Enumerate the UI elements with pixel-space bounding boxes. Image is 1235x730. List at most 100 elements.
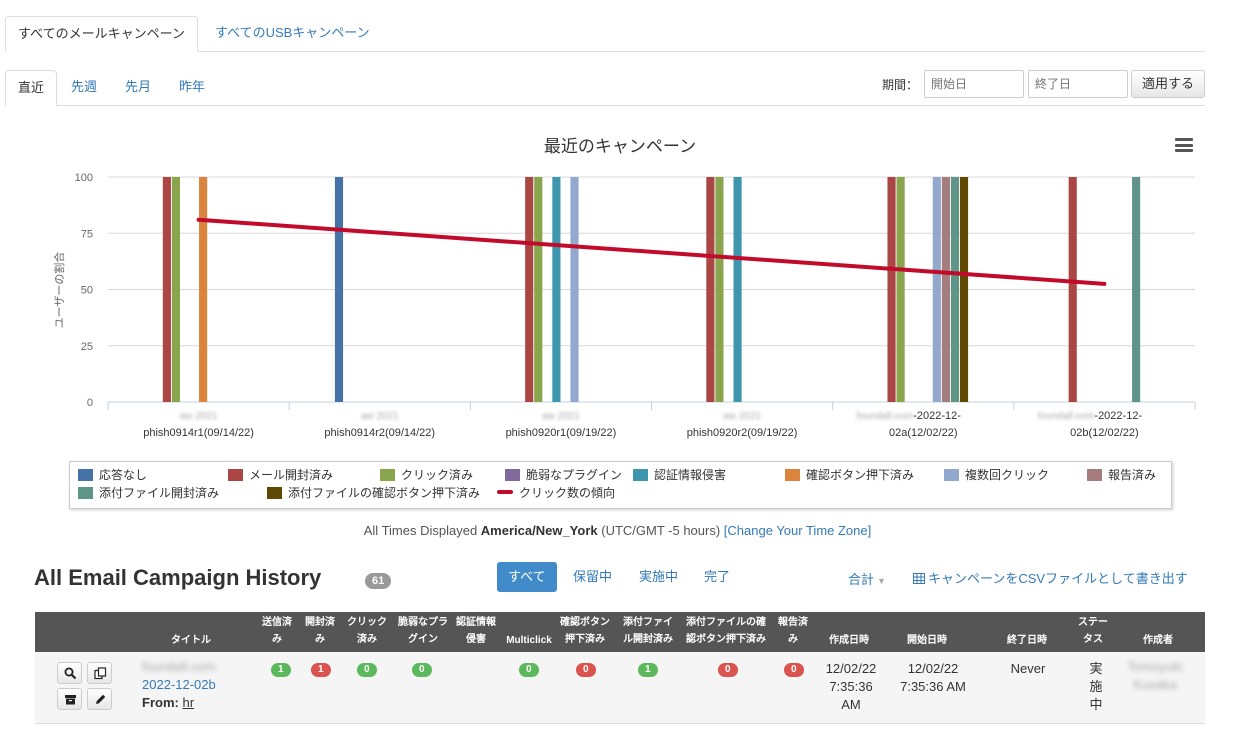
plugin-badge: 0 bbox=[412, 663, 432, 677]
export-csv-link[interactable]: キャンペーンをCSVファイルとして書き出す bbox=[913, 568, 1188, 587]
legend-label: 認証情報侵害 bbox=[654, 468, 727, 482]
x-tick-label-blurred: aw 2021 bbox=[723, 411, 761, 422]
y-tick-label: 100 bbox=[75, 172, 93, 184]
start-date-input[interactable] bbox=[924, 70, 1024, 98]
apply-button[interactable]: 適用する bbox=[1131, 70, 1205, 98]
author-name: Tomoyuki Kusaka bbox=[1127, 659, 1183, 692]
copy-icon bbox=[94, 667, 107, 680]
legend-item[interactable]: メール開封済み bbox=[228, 467, 333, 483]
legend-item[interactable]: 報告済み bbox=[1087, 467, 1156, 483]
legend-label: 応答なし bbox=[99, 468, 148, 482]
col-opened: 開封済み bbox=[305, 617, 335, 645]
total-dropdown[interactable]: 合計 ▼ bbox=[848, 572, 886, 587]
legend-item[interactable]: クリック数の傾向 bbox=[497, 485, 615, 501]
y-tick-label: 0 bbox=[87, 397, 93, 409]
col-started: 開始日時 bbox=[907, 635, 947, 646]
status-text: 実施中 bbox=[1089, 661, 1103, 712]
filter-all-button[interactable]: すべて bbox=[497, 562, 557, 592]
bar bbox=[941, 177, 950, 402]
bar bbox=[896, 177, 905, 402]
view-button[interactable] bbox=[57, 662, 82, 684]
legend-swatch bbox=[380, 469, 395, 481]
x-tick-label-blurred: aw 2021 bbox=[361, 411, 399, 422]
bar bbox=[932, 177, 941, 402]
legend-label: 脆弱なプラグイン bbox=[526, 468, 623, 482]
col-sent: 送信済み bbox=[262, 617, 292, 645]
period-label: 期間： bbox=[882, 78, 919, 92]
campaign-title[interactable]: foundall.com 2022-12-02b From: hr bbox=[142, 659, 216, 710]
x-tick-label: -2022-12- bbox=[913, 410, 961, 422]
period-tabs: 直近 先週 先月 昨年 bbox=[5, 70, 1205, 106]
x-tick-label: phish0920r2(09/19/22) bbox=[687, 427, 798, 439]
legend-swatch bbox=[633, 469, 648, 481]
attachment-confirm-badge: 0 bbox=[718, 663, 738, 677]
sent-badge: 1 bbox=[271, 663, 291, 677]
col-credential: 認証情報 侵害 bbox=[456, 617, 496, 645]
x-tick-label-blurred: foundall.com bbox=[857, 411, 914, 422]
attachment-opened-badge: 1 bbox=[638, 663, 658, 677]
bar bbox=[733, 177, 742, 402]
end-date-input[interactable] bbox=[1028, 70, 1128, 98]
edit-button[interactable] bbox=[87, 688, 112, 710]
x-tick-label: 02b(12/02/22) bbox=[1070, 427, 1139, 439]
archive-icon bbox=[65, 695, 76, 705]
legend-item[interactable]: 認証情報侵害 bbox=[633, 467, 726, 483]
legend-swatch bbox=[944, 469, 959, 481]
change-timezone-link[interactable]: [Change Your Time Zone] bbox=[723, 523, 872, 538]
chart-menu-icon[interactable] bbox=[1175, 138, 1193, 152]
legend-swatch bbox=[267, 487, 282, 499]
col-multiclick: Multiclick bbox=[506, 635, 552, 646]
bar bbox=[525, 177, 534, 402]
legend-item[interactable]: 確認ボタン押下済み bbox=[785, 467, 914, 483]
col-ended: 終了日時 bbox=[1007, 635, 1047, 646]
tab-email-campaigns[interactable]: すべてのメールキャンペーン bbox=[5, 16, 198, 52]
copy-button[interactable] bbox=[87, 662, 112, 684]
legend-item[interactable]: 複数回クリック bbox=[944, 467, 1049, 483]
x-tick-label-blurred: aw 2021 bbox=[542, 411, 580, 422]
legend-item[interactable]: 添付ファイルの確認ボタン押下済み bbox=[267, 485, 480, 501]
col-clicked: クリック 済み bbox=[347, 617, 387, 645]
ended-date: Never bbox=[1010, 661, 1046, 676]
x-tick-label: -2022-12- bbox=[1094, 410, 1142, 422]
table-icon bbox=[913, 573, 925, 584]
table-header: タイトル 送信済み 開封済み クリック 済み 脆弱なプラ グイン 認証情報 侵害 Mu… bbox=[35, 612, 1205, 652]
tab-last-month[interactable]: 先月 bbox=[125, 79, 152, 94]
table-row: foundall.com 2022-12-02b From: hr 1 1 0 … bbox=[35, 652, 1205, 724]
legend-swatch bbox=[497, 490, 513, 494]
y-tick-label: 50 bbox=[81, 285, 93, 297]
y-axis-label: ユーザーの割合 bbox=[52, 252, 66, 329]
legend-item[interactable]: クリック済み bbox=[380, 467, 473, 483]
legend-swatch bbox=[78, 469, 93, 481]
bar bbox=[534, 177, 543, 402]
legend-item[interactable]: 添付ファイル開封済み bbox=[78, 485, 219, 501]
legend-swatch bbox=[785, 469, 800, 481]
chart-title: 最近のキャンペーン bbox=[543, 137, 697, 156]
filter-pending-button[interactable]: 保留中 bbox=[573, 569, 613, 584]
bar bbox=[171, 177, 181, 402]
confirm-badge: 0 bbox=[576, 663, 596, 677]
legend-swatch bbox=[505, 469, 520, 481]
from-link[interactable]: hr bbox=[182, 695, 195, 710]
tab-recent[interactable]: 直近 bbox=[5, 70, 58, 106]
filter-running-button[interactable]: 実施中 bbox=[639, 569, 679, 584]
y-tick-label: 75 bbox=[81, 228, 93, 240]
bar bbox=[552, 177, 561, 402]
x-tick-label-blurred: foundall.com bbox=[1038, 411, 1095, 422]
x-tick-label: 02a(12/02/22) bbox=[889, 427, 958, 439]
tab-last-year[interactable]: 昨年 bbox=[179, 79, 206, 94]
tab-last-week[interactable]: 先週 bbox=[71, 79, 98, 94]
col-confirm: 確認ボタン 押下済み bbox=[560, 617, 610, 645]
bar bbox=[1132, 177, 1141, 402]
bar bbox=[334, 177, 344, 402]
created-date: 12/02/22 7:35:36 AM bbox=[825, 661, 877, 712]
legend-swatch bbox=[228, 469, 243, 481]
col-plugin: 脆弱なプラ グイン bbox=[398, 617, 448, 645]
legend-item[interactable]: 脆弱なプラグイン bbox=[505, 467, 622, 483]
timezone-note: All Times Displayed America/New_York (UT… bbox=[363, 523, 872, 538]
tab-usb-campaigns[interactable]: すべてのUSBキャンペーン bbox=[215, 25, 370, 40]
clicked-badge: 0 bbox=[357, 663, 377, 677]
filter-complete-button[interactable]: 完了 bbox=[704, 569, 731, 584]
legend-label: 報告済み bbox=[1108, 468, 1157, 482]
legend-item[interactable]: 応答なし bbox=[78, 467, 147, 483]
archive-button[interactable] bbox=[57, 688, 82, 710]
